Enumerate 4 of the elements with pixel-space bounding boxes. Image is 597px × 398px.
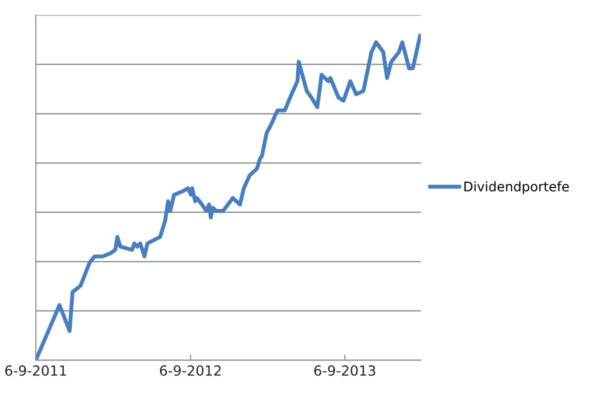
x-tick-label: 6-9-2012 <box>160 365 221 376</box>
x-tick-label: 6-9-2011 <box>5 365 66 376</box>
legend-label: Dividendportefe <box>464 181 569 194</box>
x-tick-label: 6-9-2013 <box>314 365 376 376</box>
